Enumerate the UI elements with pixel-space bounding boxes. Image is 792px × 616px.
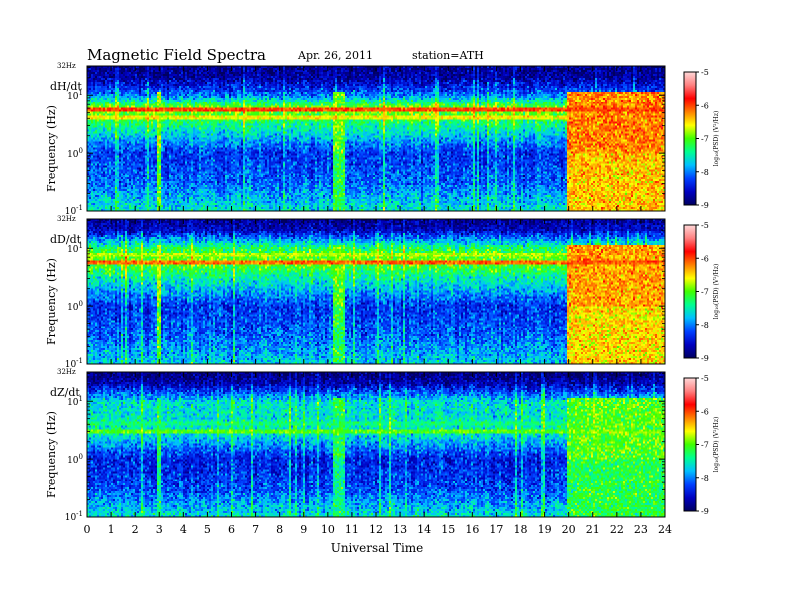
x-tick-label: 12: [369, 523, 383, 536]
panel-dz: 32Hz dZ/dt Frequency (Hz) 101 100 10-1 -5 -6 -7 -…: [45, 368, 720, 523]
top-frequency-label: 32Hz: [57, 62, 76, 70]
colorbar-tick-label: -8: [701, 474, 709, 483]
colorbar-tick-label: -8: [701, 168, 709, 177]
top-frequency-label: 32Hz: [57, 215, 76, 223]
colorbar-tick-label: -5: [701, 374, 709, 383]
colorbar: [683, 224, 697, 359]
figure-date: Apr. 26, 2011: [297, 49, 373, 62]
x-tick-label: 23: [634, 523, 648, 536]
x-tick-label: 6: [228, 523, 235, 536]
x-tick-label: 4: [180, 523, 187, 536]
colorbar-tick-label: -6: [701, 407, 709, 416]
y-tick-label: 10-1: [65, 357, 83, 370]
figure-title: Magnetic Field Spectra: [87, 46, 266, 64]
y-tick-label: 100: [67, 300, 83, 313]
x-tick-label: 17: [489, 523, 503, 536]
y-axis-label: Frequency (Hz): [45, 105, 58, 192]
x-tick-label: 18: [514, 523, 528, 536]
y-tick-label: 10-1: [65, 204, 83, 217]
x-tick-label: 14: [417, 523, 431, 536]
colorbar-tick-label: -7: [701, 441, 709, 450]
x-tick-label: 1: [108, 523, 115, 536]
component-label: dD/dt: [50, 233, 82, 246]
colorbar: [683, 71, 697, 206]
x-tick-label: 11: [345, 523, 359, 536]
x-tick-label: 24: [658, 523, 672, 536]
x-tick-label: 2: [132, 523, 139, 536]
x-tick-label: 7: [252, 523, 259, 536]
colorbar-tick-label: -5: [701, 221, 709, 230]
y-tick-label: 100: [67, 147, 83, 160]
colorbar-label: log₁₀(PSD) (V²/Hz): [713, 417, 720, 473]
x-tick-label: 10: [321, 523, 335, 536]
y-axis-label: Frequency (Hz): [45, 258, 58, 345]
x-tick-label: 16: [465, 523, 479, 536]
spectrogram-dh: [87, 66, 665, 211]
colorbar-tick-label: -7: [701, 288, 709, 297]
x-tick-label: 0: [84, 523, 91, 536]
colorbar-tick-label: -6: [701, 254, 709, 263]
top-frequency-label: 32Hz: [57, 368, 76, 376]
x-tick-label: 3: [156, 523, 163, 536]
x-axis: Universal Time 0 1 2 3 4 5 6 7 8 9 10 11 12 13 14 15 16 1…: [84, 523, 673, 555]
x-tick-label: 15: [441, 523, 455, 536]
spectrogram-dz: [87, 372, 665, 517]
colorbar-label: log₁₀(PSD) (V²/Hz): [713, 264, 720, 320]
x-tick-label: 13: [393, 523, 407, 536]
component-label: dH/dt: [50, 80, 82, 93]
colorbar-label: log₁₀(PSD) (V²/Hz): [713, 111, 720, 167]
figure-station: station=ATH: [412, 49, 484, 62]
component-label: dZ/dt: [50, 386, 80, 399]
colorbar-tick-label: -9: [701, 507, 709, 516]
x-tick-label: 9: [300, 523, 307, 536]
colorbar: [683, 377, 697, 512]
x-axis-label: Universal Time: [331, 541, 424, 555]
y-axis-label: Frequency (Hz): [45, 411, 58, 498]
colorbar-tick-label: -6: [701, 101, 709, 110]
y-tick-label: 101: [67, 242, 83, 255]
y-tick-label: 101: [67, 89, 83, 102]
x-tick-label: 21: [586, 523, 600, 536]
y-tick-label: 10-1: [65, 510, 83, 523]
y-tick-label: 101: [67, 395, 83, 408]
colorbar-tick-label: -9: [701, 201, 709, 210]
x-tick-label: 19: [538, 523, 552, 536]
x-tick-label: 5: [204, 523, 211, 536]
spectrogram-dd: [87, 219, 665, 364]
panel-dd: 32Hz dD/dt Frequency (Hz) 101 100 10-1 -5 -6 -7 -…: [45, 215, 720, 370]
x-tick-label: 22: [610, 523, 624, 536]
y-tick-label: 100: [67, 453, 83, 466]
x-tick-label: 8: [276, 523, 283, 536]
colorbar-tick-label: -7: [701, 135, 709, 144]
panel-dh: 32Hz dH/dt Frequency (Hz) 101 100 10-1 -5 -6 -7 -…: [45, 62, 720, 217]
panels-layer: 32Hz dH/dt Frequency (Hz) 101 100 10-1 -5 -6 -7 -…: [45, 62, 720, 523]
x-tick-label: 20: [562, 523, 576, 536]
colorbar-tick-label: -9: [701, 354, 709, 363]
colorbar-tick-label: -5: [701, 68, 709, 77]
colorbar-tick-label: -8: [701, 321, 709, 330]
